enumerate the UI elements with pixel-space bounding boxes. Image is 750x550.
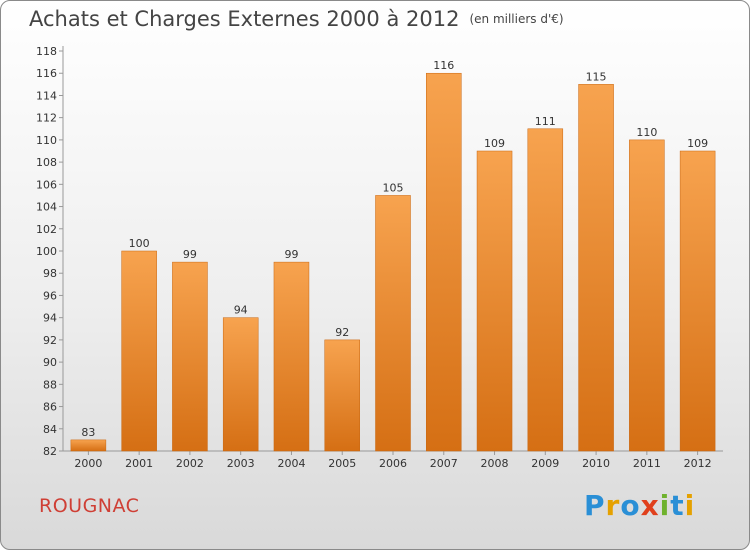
data-label: 105 <box>383 181 404 194</box>
data-label: 109 <box>687 137 708 150</box>
bar <box>426 72 462 452</box>
x-tick-label: 2008 <box>481 457 509 470</box>
bar <box>679 150 716 452</box>
x-tick-label: 2003 <box>227 457 255 470</box>
data-label: 94 <box>234 304 248 317</box>
y-tick-label: 86 <box>43 401 57 414</box>
y-tick-label: 114 <box>36 89 57 102</box>
data-label: 116 <box>433 59 454 72</box>
y-tick-label: 102 <box>36 223 57 236</box>
logo-letter: o <box>620 489 641 522</box>
data-label: 99 <box>284 248 298 261</box>
y-tick-label: 100 <box>36 245 57 258</box>
place-name: ROUGNAC <box>39 495 140 517</box>
unit-label: (en milliers d'€) <box>469 12 564 26</box>
bar <box>222 317 259 452</box>
y-tick-label: 112 <box>36 112 57 125</box>
x-tick-label: 2009 <box>531 457 559 470</box>
data-label: 110 <box>636 126 657 139</box>
y-tick-label: 94 <box>43 312 57 325</box>
logo-letter: x <box>640 489 660 522</box>
y-tick-label: 90 <box>43 356 57 369</box>
x-tick-label: 2006 <box>379 457 407 470</box>
x-tick-label: 2000 <box>74 457 102 470</box>
data-label: 109 <box>484 137 505 150</box>
y-tick-label: 96 <box>43 289 57 302</box>
x-tick-label: 2010 <box>582 457 610 470</box>
data-label: 99 <box>183 248 197 261</box>
y-tick-label: 110 <box>36 134 57 147</box>
bar <box>121 250 157 452</box>
y-tick-label: 82 <box>43 445 57 458</box>
x-tick-label: 2007 <box>430 457 458 470</box>
bar <box>375 195 411 452</box>
x-tick-label: 2005 <box>328 457 356 470</box>
y-tick-label: 92 <box>43 334 57 347</box>
bar <box>629 139 665 452</box>
logo-letter: t <box>670 489 685 522</box>
bar <box>273 261 310 452</box>
bar <box>578 84 614 452</box>
logo-letter: i <box>684 489 696 522</box>
data-label: 83 <box>81 426 95 439</box>
chart-title: Achats et Charges Externes 2000 à 2012 (e… <box>29 7 564 31</box>
y-tick-label: 108 <box>36 156 57 169</box>
proxiti-logo[interactable]: Proxiti <box>584 489 695 522</box>
logo-letter: i <box>659 489 671 522</box>
y-tick-label: 88 <box>43 378 57 391</box>
bar <box>172 261 208 452</box>
logo-letter: r <box>605 489 621 522</box>
y-tick-label: 106 <box>36 178 57 191</box>
logo-letter: P <box>584 489 606 522</box>
y-tick-label: 116 <box>36 67 57 80</box>
bar <box>70 439 107 452</box>
data-label: 100 <box>129 237 150 250</box>
data-label: 92 <box>335 326 349 339</box>
bar <box>324 339 360 452</box>
x-tick-label: 2002 <box>176 457 204 470</box>
data-label: 115 <box>586 70 607 83</box>
bar <box>476 150 513 452</box>
y-tick-label: 98 <box>43 267 57 280</box>
x-tick-label: 2012 <box>684 457 712 470</box>
bar <box>527 128 564 452</box>
y-tick-label: 104 <box>36 201 57 214</box>
y-tick-label: 84 <box>43 423 57 436</box>
y-tick-label: 118 <box>36 45 57 58</box>
data-label: 111 <box>535 115 556 128</box>
x-tick-label: 2001 <box>125 457 153 470</box>
x-tick-label: 2004 <box>277 457 305 470</box>
x-tick-label: 2011 <box>633 457 661 470</box>
